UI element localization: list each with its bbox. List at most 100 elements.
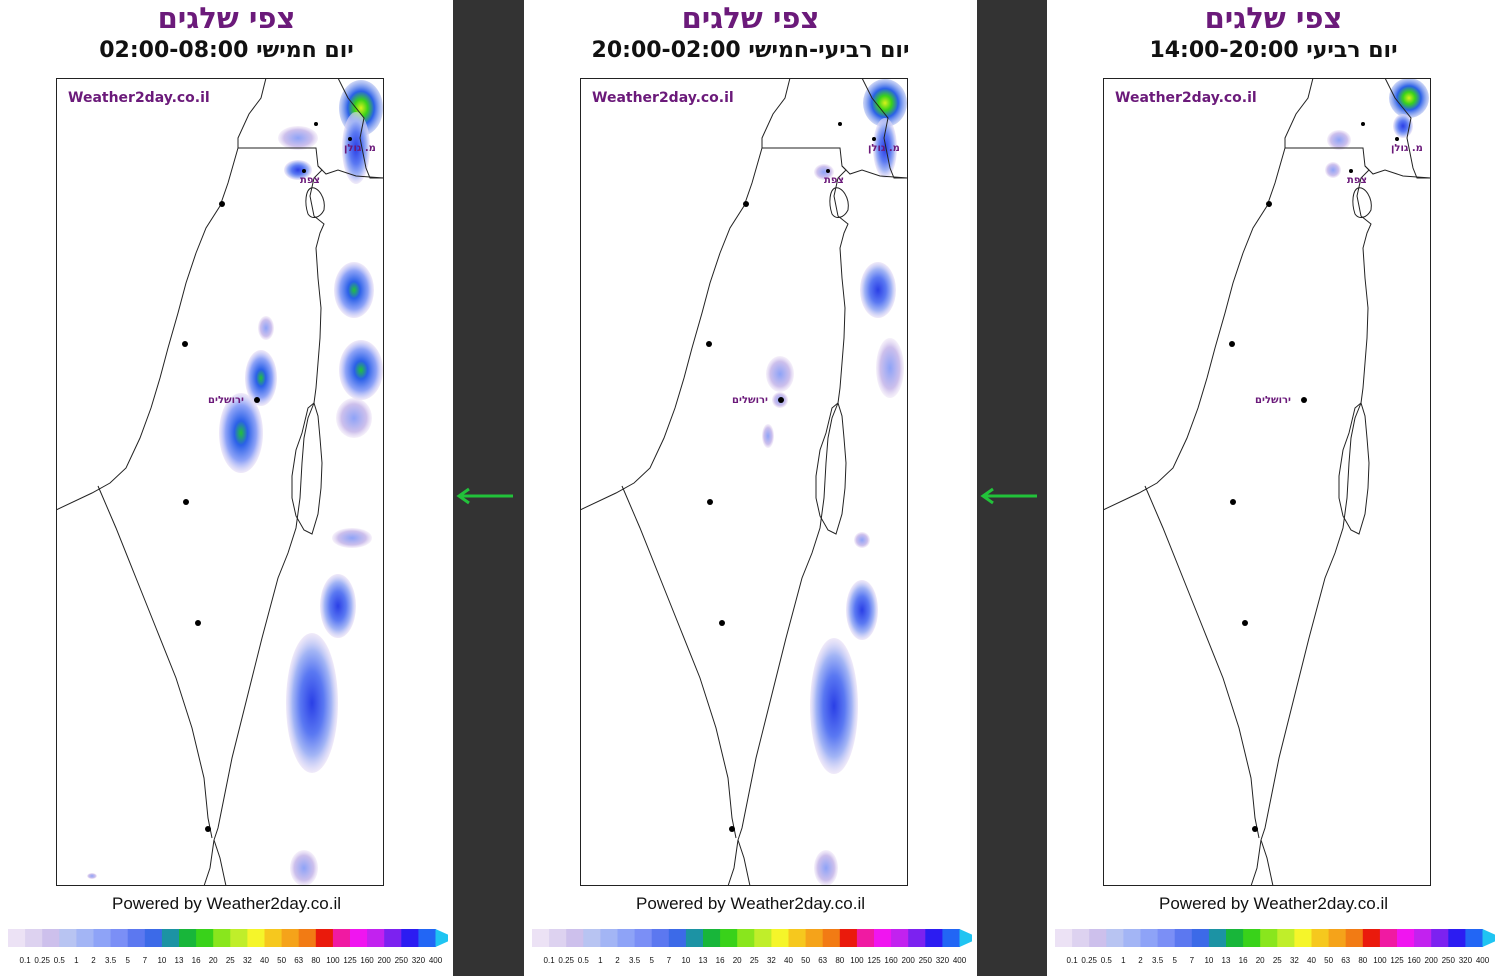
legend-swatch: [1311, 929, 1330, 947]
legend-tick-label: 13: [699, 956, 708, 965]
legend-swatch: [771, 929, 789, 947]
legend-tick-label: 3.5: [105, 956, 117, 965]
legend-swatch: [1123, 929, 1141, 947]
legend-swatch: [76, 929, 94, 947]
legend-tick-label: 320: [936, 956, 950, 965]
legend-tick-label: 10: [681, 956, 690, 965]
legend-svg: 0.1 0.25 0.5 1 2 3.5 5 7 10 13 16 20 25 32 40 50 63 80 100…: [532, 929, 972, 965]
powered-by: Powered by Weather2day.co.il: [112, 894, 341, 913]
snow-area-moab: [854, 532, 870, 548]
legend-tick-label: 20: [1256, 956, 1265, 965]
legend-swatch: [93, 929, 112, 947]
legend-tick-label: 250: [1442, 956, 1456, 965]
legend-tick-label: 16: [716, 956, 725, 965]
city-dot-beersheba: [707, 499, 713, 505]
legend-swatch: [315, 929, 334, 947]
city-dot-eilat: [205, 826, 211, 832]
legend-tick-label: 5: [1172, 956, 1177, 965]
legend-arrow: [959, 929, 972, 947]
legend-swatch: [281, 929, 300, 947]
snow-area-safed: [814, 164, 834, 180]
city-dot-golan: [1395, 137, 1399, 141]
city-dot-eilat: [1252, 826, 1258, 832]
legend-tick-label: 200: [378, 956, 392, 965]
forecast-map: Weather2day.co.il מ. גולן צפת ירושלים: [56, 78, 384, 886]
city-dot-tel-aviv: [1229, 341, 1235, 347]
legend-swatch: [1226, 929, 1244, 947]
legend-tick-label: 63: [1341, 956, 1350, 965]
legend-tick-label: 32: [243, 956, 252, 965]
snow-area-jerusalem-south: [762, 424, 774, 448]
label-safed: צפת: [1347, 175, 1367, 186]
legend-tick-label: 1: [598, 956, 603, 965]
divider-bar: [453, 0, 524, 976]
legend-swatch: [332, 929, 351, 947]
legend-tick-label: 3.5: [629, 956, 641, 965]
legend-tick-label: 2: [1138, 956, 1143, 965]
legend-tick-label: 7: [1190, 956, 1195, 965]
legend-swatch: [1260, 929, 1278, 947]
legend-tick-label: 16: [1239, 956, 1248, 965]
city-dot-golan: [348, 137, 352, 141]
legend-swatch: [1140, 929, 1159, 947]
legend-swatch: [127, 929, 146, 947]
city-dot-jerusalem: [254, 397, 260, 403]
city-dot-mitzpe-ramon: [195, 620, 201, 626]
legend-swatch: [264, 929, 283, 947]
legend-swatch: [1379, 929, 1398, 947]
legend-tick-label: 25: [226, 956, 235, 965]
snow-area-jerusalem: [219, 393, 263, 473]
legend-tick-label: 5: [649, 956, 654, 965]
legend-svg: 0.1 0.25 0.5 1 2 3.5 5 7 10 13 16 20 25 32 40 50 63 80 100…: [8, 929, 448, 965]
legend-tick-label: 400: [1476, 956, 1490, 965]
legend-swatch: [1397, 929, 1415, 947]
city-dot-tel-aviv: [706, 341, 712, 347]
legend-tick-label: 7: [667, 956, 672, 965]
snow-area-eilat-mountains: [814, 850, 838, 886]
city-dot-safed: [1349, 169, 1353, 173]
legend-swatch: [720, 929, 738, 947]
city-dot-tel-aviv: [182, 341, 188, 347]
snow-area-golan-south: [860, 262, 896, 318]
map-frame: [580, 78, 908, 886]
legend-tick-label: 0.5: [1101, 956, 1113, 965]
legend-tick-label: 400: [953, 956, 967, 965]
legend-tick-label: 200: [1425, 956, 1439, 965]
legend-swatch: [25, 929, 43, 947]
legend-swatch: [1174, 929, 1193, 947]
legend-swatch: [685, 929, 704, 947]
map-svg: Weather2day.co.il מ. גולן צפת ירושלים: [56, 78, 384, 886]
watermark: Weather2day.co.il: [1115, 90, 1257, 106]
powered-by: Powered by Weather2day.co.il: [636, 894, 865, 913]
legend-tick-label: 20: [733, 956, 742, 965]
watermark: Weather2day.co.il: [592, 90, 734, 106]
snow-area-golan-south: [334, 262, 374, 318]
legend-swatch: [179, 929, 197, 947]
legend-tick-label: 80: [311, 956, 320, 965]
city-dot-north: [838, 122, 842, 126]
legend-swatch: [703, 929, 721, 947]
panel-title: צפי שלגים: [1204, 1, 1343, 35]
forecast-map: Weather2day.co.il מ. גולן צפת ירושלים: [580, 78, 908, 886]
city-dots: [1229, 122, 1399, 832]
legend-tick-label: 0.5: [54, 956, 66, 965]
snow-area-jerusalem-north: [245, 350, 277, 406]
legend-tick-label: 40: [1307, 956, 1316, 965]
snow-area-galilee: [1327, 130, 1351, 150]
legend-swatch: [874, 929, 892, 947]
city-dot-beersheba: [1230, 499, 1236, 505]
legend-svg: 0.1 0.25 0.5 1 2 3.5 5 7 10 13 16 20 25 32 40 50 63 80 100…: [1055, 929, 1495, 965]
city-dot-jerusalem: [1301, 397, 1307, 403]
legend-swatch: [1431, 929, 1449, 947]
legend-tick-label: 320: [412, 956, 426, 965]
borders: [580, 78, 908, 886]
legend-swatch: [1243, 929, 1261, 947]
legend-tick-label: 1: [74, 956, 79, 965]
city-dot-mitzpe-ramon: [719, 620, 725, 626]
legend-tick-label: 0.1: [544, 956, 556, 965]
legend-swatch: [1072, 929, 1090, 947]
legend-swatch: [247, 929, 265, 947]
label-jerusalem: ירושלים: [1255, 395, 1291, 406]
legend-tick-label: 40: [784, 956, 793, 965]
legend-swatch: [1465, 929, 1483, 947]
